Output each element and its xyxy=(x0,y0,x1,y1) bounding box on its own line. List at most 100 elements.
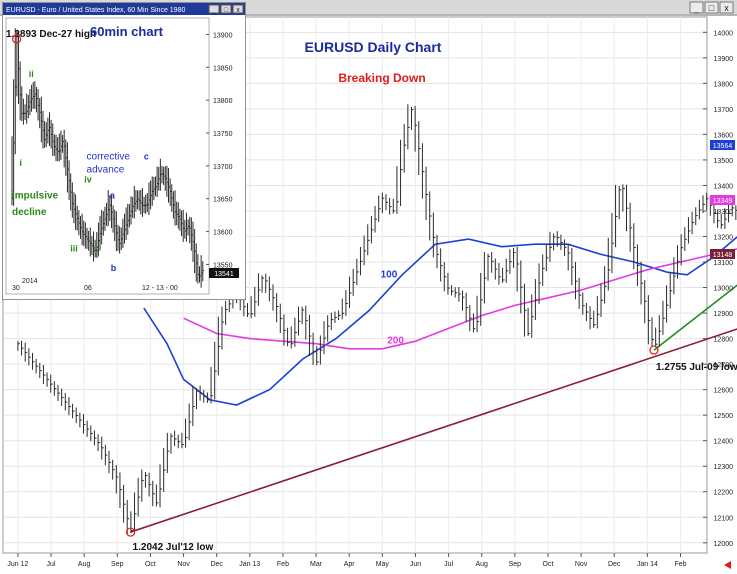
ma200-price-label: 13349 xyxy=(713,198,733,205)
inset-annotation-label: decline xyxy=(12,207,47,218)
inset-close-button[interactable] xyxy=(232,4,244,14)
minimize-button[interactable] xyxy=(689,1,704,14)
inset-annotation-label: b xyxy=(111,263,117,273)
inset-title-bar xyxy=(3,3,245,15)
inset-maximize-button[interactable] xyxy=(220,4,232,14)
inset-maximize-icon: □ xyxy=(224,7,229,14)
inset-annotation-label: corrective xyxy=(87,151,131,162)
x-tick-label: Sep xyxy=(111,561,124,568)
inset-close-icon: x xyxy=(236,7,240,14)
y-tick-label: 12000 xyxy=(714,541,734,548)
y-tick-label: 13800 xyxy=(714,81,734,88)
inset-x-tick-label: 2014 xyxy=(22,278,38,285)
inset-annotation-label: v xyxy=(94,247,99,257)
inset-window-buttons: _ □ x xyxy=(208,4,244,14)
inset-y-tick-label: 13550 xyxy=(213,262,233,269)
x-tick-label: Aug xyxy=(475,561,488,568)
inset-annotation-label: iii xyxy=(70,243,78,253)
annotation-label: 1.2042 Jul'12 low xyxy=(133,542,214,553)
y-tick-label: 12400 xyxy=(714,439,734,446)
x-tick-label: Mar xyxy=(310,561,323,568)
pivot-marker xyxy=(125,527,136,537)
y-tick-label: 12600 xyxy=(714,388,734,395)
last-price-tag xyxy=(710,140,735,150)
y-tick-label: 13400 xyxy=(714,183,734,190)
inset-y-tick-label: 13750 xyxy=(213,131,233,138)
title-separator xyxy=(0,14,737,16)
target-price-label: 13148 xyxy=(713,252,733,259)
y-tick-label: 13900 xyxy=(714,56,734,63)
annotation-label: 1.2755 Jul-09 low xyxy=(656,362,737,373)
y-axis: 12000 12100 12200 12300 12400 12500 12600 12700… xyxy=(703,30,734,548)
x-tick-label: Aug xyxy=(78,561,91,568)
inset-high-marker xyxy=(12,34,22,44)
close-icon: x xyxy=(724,3,729,13)
trendline-support xyxy=(130,328,737,533)
trendline-rising xyxy=(653,284,737,351)
annotations: 1.3893 Dec-27 high1.2755 Jul-09 low1.204… xyxy=(125,269,737,553)
annotation-label: 200 xyxy=(387,336,404,347)
inset-annotation-label: iv xyxy=(84,174,92,184)
x-tick-label: Feb xyxy=(674,561,686,568)
x-tick-label: Jul xyxy=(444,561,453,568)
x-tick-label: Oct xyxy=(145,561,156,568)
maximize-button[interactable] xyxy=(704,1,719,14)
inset-annotation-label: impulsive xyxy=(12,191,59,202)
chart-title: EURUSD Daily Chart xyxy=(305,39,442,55)
inset-last-price-label: 13541 xyxy=(214,271,234,278)
inset-y-tick-label: 13800 xyxy=(213,98,233,105)
x-tick-label: Oct xyxy=(543,561,554,568)
y-tick-label: 13600 xyxy=(714,132,734,139)
y-tick-label: 13700 xyxy=(714,107,734,114)
last-price-label: 13564 xyxy=(713,143,733,150)
inset-annotation-label: c xyxy=(144,151,149,161)
annotation-label: 100 xyxy=(381,269,398,280)
x-tick-label: Jan 14 xyxy=(637,561,658,568)
pivot-marker xyxy=(649,345,659,355)
inset-x-tick-label: 30 xyxy=(12,285,20,292)
window-buttons: _ □ x xyxy=(689,1,734,14)
inset-title: EURUSD - Euro / United States Index, 60 … xyxy=(6,7,185,14)
inset-annotation-label: i xyxy=(19,158,22,168)
ma200-price-tag xyxy=(710,195,735,205)
close-button[interactable] xyxy=(719,1,734,14)
inset-y-tick-label: 13850 xyxy=(213,65,233,72)
inset-chart-title: 60min chart xyxy=(90,24,164,39)
inset-last-price-tag xyxy=(209,268,239,278)
inset-x-tick-label: 06 xyxy=(84,285,92,292)
x-tick-label: Nov xyxy=(177,561,190,568)
y-tick-label: 12700 xyxy=(714,362,734,369)
x-tick-label: Jul xyxy=(47,561,56,568)
inset-60min-chart: EURUSD - Euro / United States Index, 60 … xyxy=(2,2,246,300)
x-tick-label: Jun xyxy=(410,561,421,568)
inset-minimize-button[interactable] xyxy=(208,4,220,14)
price-tags: 13564 13349 13148 xyxy=(710,140,735,259)
y-tick-label: 12300 xyxy=(714,464,734,471)
y-tick-label: 13100 xyxy=(714,260,734,267)
target-price-tag xyxy=(710,249,735,259)
inset-annotation-label: advance xyxy=(87,164,125,175)
inset-y-tick-label: 13900 xyxy=(213,32,233,39)
inset-y-tick-label: 13600 xyxy=(213,230,233,237)
inset-annotations: 1.3893 Dec-27 highiiiimpulsivedeclineiii… xyxy=(6,29,149,273)
x-tick-label: Dec xyxy=(210,561,223,568)
y-tick-label: 12200 xyxy=(714,490,734,497)
inset-minimize-icon: _ xyxy=(211,7,216,14)
x-tick-label: Apr xyxy=(344,561,356,568)
ma200-line xyxy=(183,248,737,350)
x-tick-label: Nov xyxy=(575,561,588,568)
inset-annotation-label: ii xyxy=(29,69,34,79)
x-tick-label: Sep xyxy=(509,561,522,568)
y-tick-label: 12900 xyxy=(714,311,734,318)
x-tick-label: Jun 12 xyxy=(7,561,28,568)
maximize-icon: □ xyxy=(709,3,715,13)
y-tick-label: 12500 xyxy=(714,413,734,420)
scroll-arrow-icon[interactable] xyxy=(724,561,731,569)
y-tick-label: 14000 xyxy=(714,30,734,37)
y-tick-label: 13200 xyxy=(714,235,734,242)
x-tick-label: Jan 13 xyxy=(239,561,260,568)
y-tick-label: 12800 xyxy=(714,337,734,344)
chart-subtitle: Breaking Down xyxy=(338,71,425,85)
